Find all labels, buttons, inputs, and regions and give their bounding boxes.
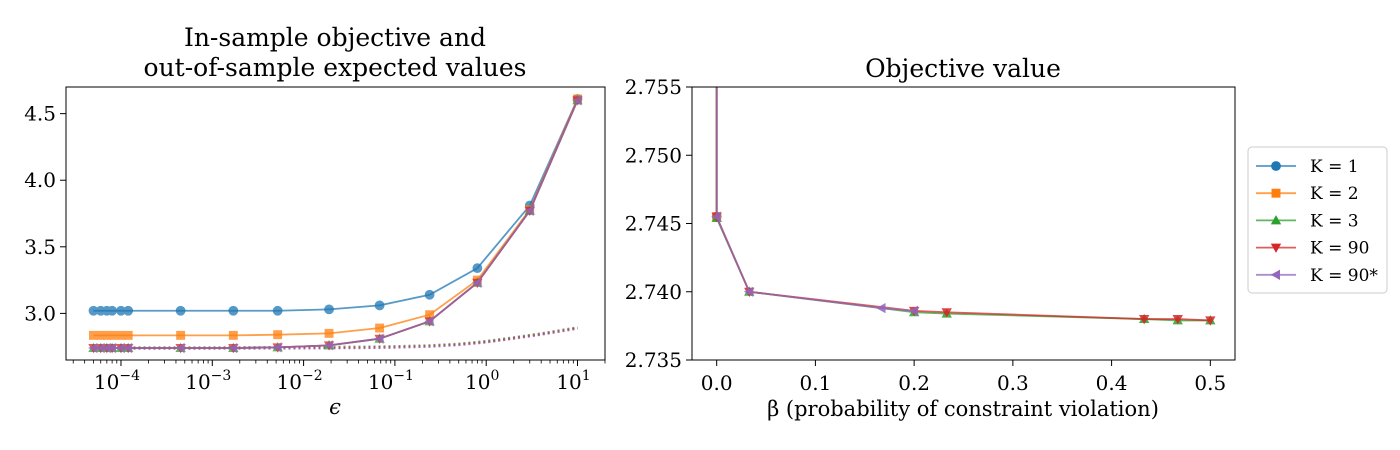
right-data-point (1205, 316, 1216, 326)
right-data-point (743, 286, 754, 297)
legend-marker (1270, 215, 1282, 225)
right-plot-area (711, 87, 1216, 326)
right-y-tick-label: 2.750 (625, 143, 682, 167)
left-data-point (472, 277, 482, 288)
left-x-tick-label: 101 (556, 368, 590, 394)
right-data-point (941, 308, 952, 318)
right-y-tick-label: 2.755 (625, 75, 682, 99)
left-data-point (472, 263, 483, 274)
right-data-point (1172, 315, 1183, 325)
left-data-point (175, 342, 185, 354)
legend-entries: K = 1 K = 2 K = 3 K = 90 K = 90* (1256, 157, 1378, 286)
left-series-line (93, 98, 579, 337)
left-out-of-sample-line (93, 327, 578, 350)
right-x-tick-label: 0.1 (800, 371, 832, 395)
right-x-tick-label: 0.5 (1194, 371, 1226, 395)
left-series-markers (88, 94, 583, 316)
left-chart-title-line2: out-of-sample expected values (144, 53, 527, 82)
left-x-tick-label: 100 (465, 368, 499, 394)
left-y-tick-label: 4.5 (24, 102, 56, 126)
left-series-markers (88, 96, 583, 354)
right-x-axis-label: β (probability of constraint violation) (767, 397, 1159, 421)
left-chart: In-sample objective and out-of-sample ex… (24, 23, 606, 419)
left-data-point (123, 330, 133, 340)
legend-marker (1271, 188, 1281, 198)
left-data-point (272, 342, 282, 353)
left-data-point (524, 205, 534, 217)
left-data-point (424, 316, 434, 327)
legend-frame (1247, 146, 1388, 294)
left-data-point (228, 305, 239, 316)
left-data-point (272, 305, 283, 316)
legend-marker (1271, 161, 1281, 171)
legend-label: K = 90* (1310, 266, 1378, 286)
left-x-ticks: 10−4 10−3 10−2 10−1 100 101 (72, 360, 606, 394)
right-x-ticks: 0.0 0.1 0.2 0.3 0.4 0.5 (701, 360, 1226, 395)
right-data-point (876, 302, 886, 314)
legend-label: K = 3 (1310, 211, 1359, 231)
right-x-tick-label: 0.4 (1096, 371, 1128, 395)
right-x-tick-label: 0.3 (997, 371, 1029, 395)
left-y-tick-label: 3.0 (24, 301, 56, 325)
left-data-point (424, 289, 435, 300)
right-data-point (908, 305, 919, 317)
left-y-tick-label: 4.0 (24, 168, 56, 192)
left-series-markers (88, 94, 583, 353)
left-data-point (227, 342, 238, 354)
left-data-point (122, 342, 133, 354)
left-data-point (374, 300, 385, 311)
left-x-axis-label: ϵ (329, 395, 341, 419)
left-data-point (374, 333, 384, 344)
left-data-point (324, 304, 334, 315)
left-x-tick-label: 10−2 (277, 368, 323, 394)
legend-label: K = 90 (1310, 239, 1369, 259)
right-y-ticks: 2.735 2.740 2.745 2.750 2.755 (625, 75, 692, 372)
right-x-tick-label: 0.0 (701, 371, 733, 395)
right-y-tick-label: 2.735 (625, 348, 682, 372)
left-data-point (175, 305, 186, 316)
left-x-tick-label: 10−3 (185, 368, 231, 394)
left-series-line (93, 98, 579, 312)
legend-marker (1270, 269, 1280, 280)
right-y-tick-label: 2.745 (625, 212, 682, 236)
right-series-markers (711, 211, 919, 317)
left-y-tick-label: 3.5 (24, 235, 56, 259)
right-data-point (711, 211, 721, 222)
left-data-point (572, 95, 582, 106)
left-chart-title-line1: In-sample objective and (184, 23, 486, 52)
left-data-point (123, 305, 134, 316)
left-data-point (107, 330, 117, 340)
right-series-markers (711, 212, 1216, 326)
left-data-point (273, 330, 283, 340)
left-series-markers (88, 95, 582, 354)
right-chart-title: Objective value (865, 54, 1061, 83)
left-axes-frame (65, 86, 606, 361)
right-series-markers (711, 212, 1216, 325)
legend-marker (1270, 243, 1282, 253)
right-data-point (1138, 315, 1150, 325)
left-y-ticks: 3.0 3.5 4.0 4.5 (24, 102, 66, 325)
right-chart: Objective value 0.0 0.1 0.2 0.3 0.4 0.5 2.735… (625, 54, 1236, 421)
left-data-point (228, 330, 238, 340)
left-x-tick-label: 10−4 (94, 368, 140, 394)
legend-label: K = 2 (1310, 184, 1359, 204)
left-series-markers (89, 94, 582, 340)
legend: K = 1 K = 2 K = 3 K = 90 K = 90* (1247, 146, 1388, 294)
left-data-point (324, 328, 334, 338)
left-data-point (107, 305, 118, 316)
left-plot-area (88, 94, 583, 354)
left-data-point (323, 340, 334, 351)
left-data-point (375, 323, 385, 333)
left-x-tick-label: 10−1 (368, 368, 414, 394)
right-x-tick-label: 0.2 (898, 371, 930, 395)
right-y-tick-label: 2.740 (625, 280, 682, 304)
legend-label: K = 1 (1310, 157, 1359, 177)
left-data-point (176, 330, 186, 340)
